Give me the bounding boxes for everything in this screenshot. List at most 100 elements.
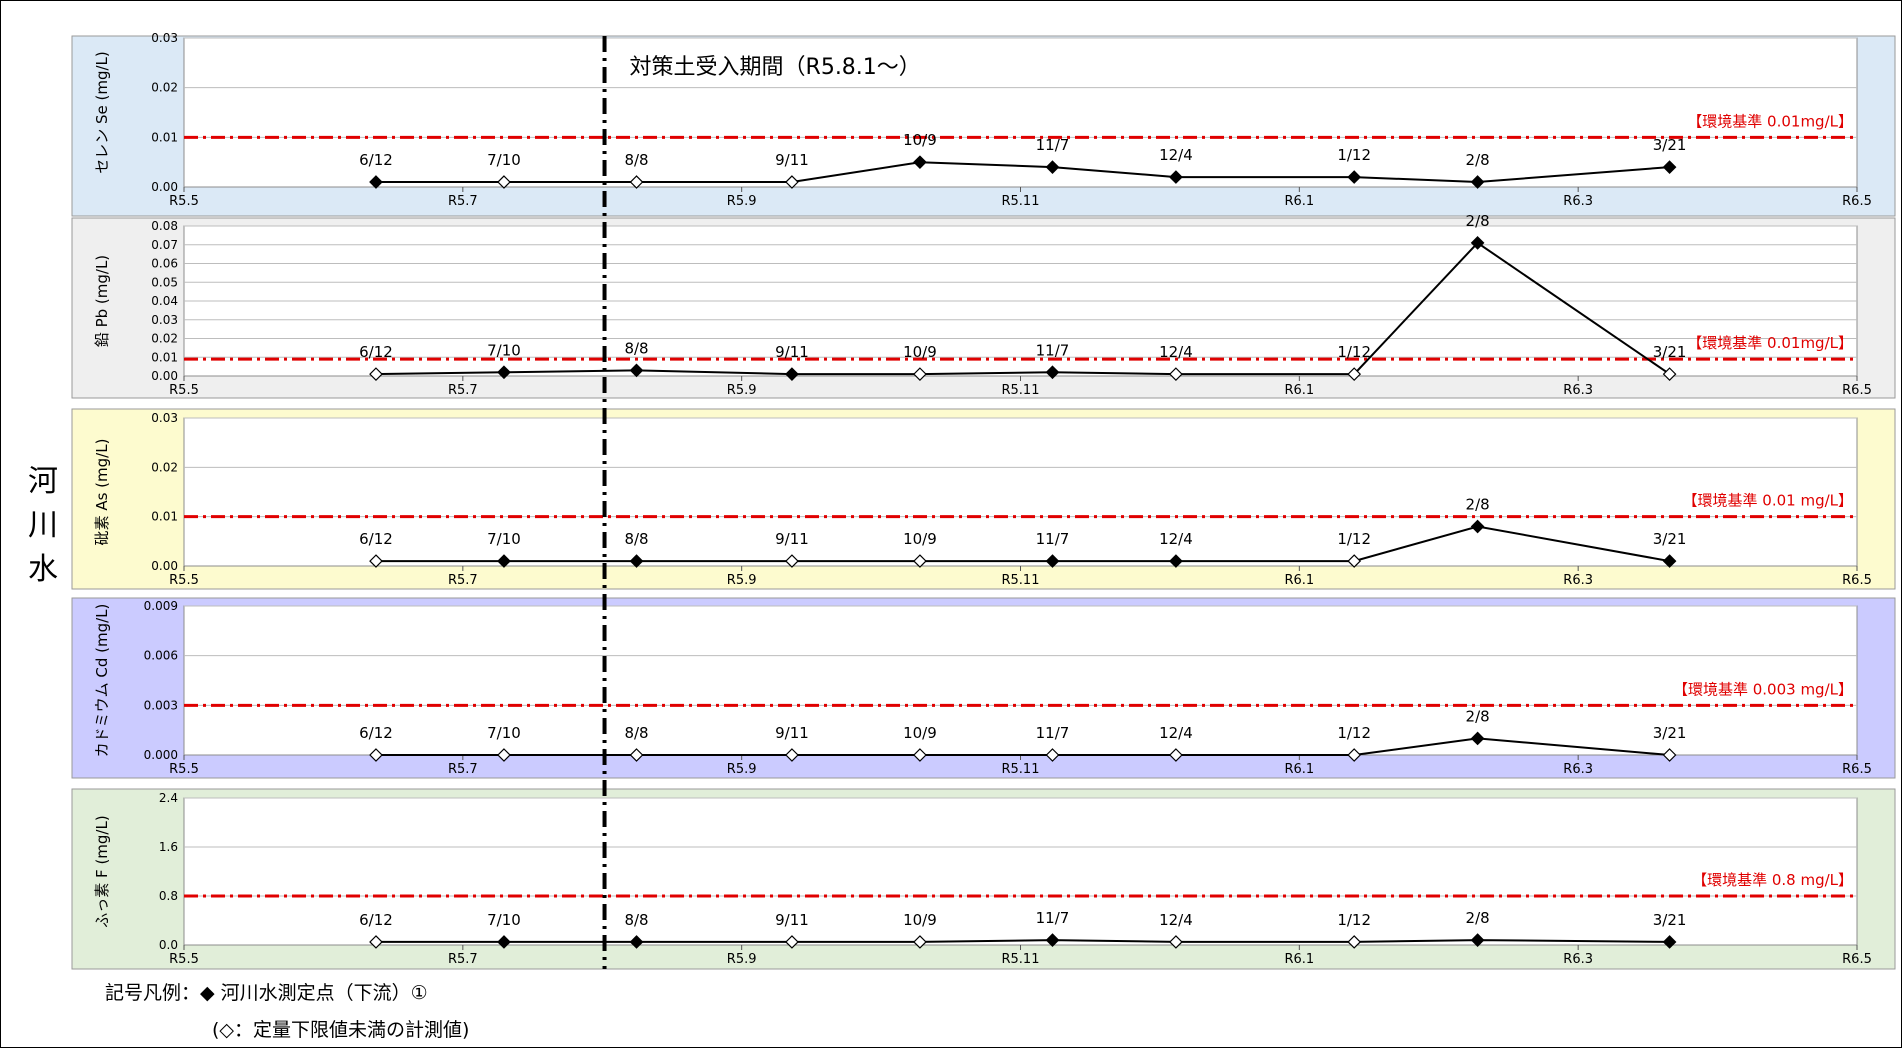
data-point-marker	[1662, 748, 1677, 762]
data-point-label: 12/4	[1159, 146, 1193, 164]
data-point-marker	[629, 748, 644, 762]
data-point-label: 9/11	[775, 530, 809, 548]
standard-label: 【環境基準 0.003 mg/L】	[1673, 680, 1853, 698]
x-tick-label: R5.7	[448, 194, 478, 209]
x-tick-label: R5.9	[727, 573, 757, 588]
data-point-marker	[913, 748, 927, 762]
x-tick-label: R5.5	[169, 573, 199, 588]
data-point-marker	[1045, 748, 1060, 762]
side-label-char: 河	[28, 464, 58, 499]
data-point-marker	[1347, 554, 1362, 568]
x-tick-label: R5.7	[448, 573, 478, 588]
data-point-marker	[1169, 554, 1183, 568]
y-tick-label: 0.02	[151, 332, 178, 346]
data-point-label: 6/12	[359, 343, 393, 361]
data-point-marker	[497, 554, 511, 568]
data-point-label: 2/8	[1466, 496, 1490, 514]
data-point-label: 10/9	[903, 343, 937, 361]
x-tick-label: R5.5	[169, 762, 199, 777]
data-point-marker	[369, 367, 383, 381]
side-label-char: 川	[28, 508, 58, 543]
data-point-label: 6/12	[359, 151, 393, 169]
data-point-marker	[1662, 367, 1677, 381]
x-tick-label: R6.5	[1842, 573, 1872, 588]
x-tick-label: R5.5	[169, 383, 199, 398]
y-tick-label: 0.006	[144, 649, 178, 663]
y-tick-label: 0.03	[151, 313, 178, 327]
data-point-marker	[369, 175, 383, 189]
data-point-marker	[785, 554, 799, 568]
data-point-marker	[629, 554, 644, 568]
y-tick-label: 0.00	[151, 559, 178, 573]
data-point-label: 2/8	[1466, 909, 1490, 927]
standard-label: 【環境基準 0.01 mg/L】	[1683, 492, 1853, 510]
data-point-label: 1/12	[1337, 911, 1371, 929]
y-tick-label: 0.00	[151, 369, 178, 383]
x-tick-label: R5.9	[727, 383, 757, 398]
standard-label: 【環境基準 0.01mg/L】	[1687, 334, 1853, 352]
plot-area	[183, 417, 1858, 567]
y-tick-label: 0.02	[151, 81, 178, 95]
data-point-label: 9/11	[775, 343, 809, 361]
x-tick-label: R6.1	[1284, 952, 1314, 967]
y-tick-label: 0.003	[144, 698, 178, 712]
x-tick-label: R6.1	[1284, 762, 1314, 777]
data-point-marker	[785, 367, 799, 381]
series-line	[376, 525, 1670, 563]
x-tick-label: R6.1	[1284, 383, 1314, 398]
x-tick-label: R6.5	[1842, 762, 1872, 777]
data-point-marker	[1045, 365, 1060, 380]
x-tick-label: R5.11	[1002, 573, 1040, 588]
data-point-label: 7/10	[487, 530, 521, 548]
data-point-marker	[497, 175, 511, 189]
series-line	[376, 737, 1670, 756]
data-point-marker	[913, 554, 927, 568]
y-axis-label: 砒素 As (mg/L)	[93, 439, 111, 546]
data-point-marker	[1347, 170, 1362, 184]
data-point-label: 3/21	[1653, 136, 1687, 154]
data-point-label: 6/12	[359, 911, 393, 929]
y-tick-label: 0.08	[151, 219, 178, 233]
y-tick-label: 0.05	[151, 275, 178, 289]
data-point-marker	[1045, 160, 1060, 174]
data-point-label: 7/10	[487, 151, 521, 169]
data-point-label: 9/11	[775, 151, 809, 169]
data-point-label: 8/8	[624, 151, 648, 169]
x-tick-label: R5.5	[169, 194, 199, 209]
data-point-label: 1/12	[1337, 343, 1371, 361]
data-point-marker	[1662, 554, 1677, 568]
data-point-label: 3/21	[1653, 343, 1687, 361]
y-tick-label: 0.02	[151, 460, 178, 474]
x-tick-label: R5.7	[448, 952, 478, 967]
data-point-marker	[1662, 935, 1677, 949]
data-point-label: 6/12	[359, 724, 393, 742]
data-point-label: 6/12	[359, 530, 393, 548]
x-tick-label: R5.11	[1002, 762, 1040, 777]
data-point-label: 8/8	[624, 530, 648, 548]
x-tick-label: R5.7	[448, 383, 478, 398]
data-point-marker	[1662, 160, 1677, 174]
y-tick-label: 0.009	[144, 599, 178, 613]
data-point-marker	[497, 365, 511, 380]
x-tick-label: R6.3	[1563, 194, 1593, 209]
y-tick-label: 0.03	[151, 411, 178, 425]
data-point-label: 2/8	[1466, 707, 1490, 725]
data-point-marker	[1169, 748, 1183, 762]
data-point-label: 8/8	[624, 339, 648, 357]
x-tick-label: R5.5	[169, 952, 199, 967]
data-point-marker	[369, 935, 383, 949]
x-tick-label: R5.7	[448, 762, 478, 777]
data-point-label: 12/4	[1159, 724, 1193, 742]
data-point-marker	[629, 363, 644, 378]
series-line	[375, 241, 1671, 376]
legend-note: (◇：定量下限値未満の計測値)	[212, 1019, 470, 1041]
data-point-label: 1/12	[1337, 530, 1371, 548]
data-point-label: 2/8	[1466, 212, 1490, 230]
x-tick-label: R6.3	[1563, 383, 1593, 398]
data-point-marker	[1470, 933, 1485, 947]
data-point-marker	[1347, 935, 1362, 949]
data-point-marker	[913, 155, 927, 170]
data-point-marker	[785, 935, 799, 949]
data-point-label: 2/8	[1466, 151, 1490, 169]
data-point-label: 8/8	[624, 724, 648, 742]
